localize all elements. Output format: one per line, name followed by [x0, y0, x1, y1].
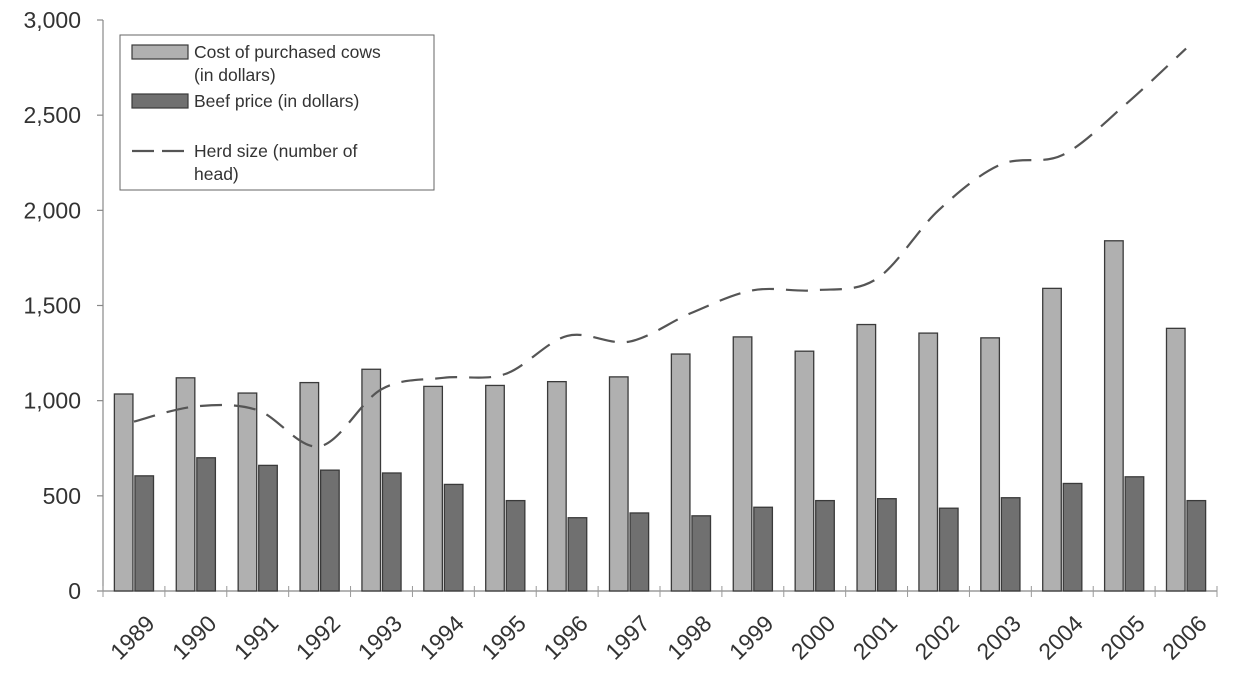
legend-label-herd-size-line2: head) [194, 164, 239, 184]
bar-cost-of-cows [918, 332, 939, 592]
bars [113, 240, 1207, 592]
bar-cost-of-cows [608, 376, 629, 592]
bar-cost-of-cows [423, 385, 444, 592]
x-tick-label: 2003 [971, 610, 1026, 665]
x-tick-label: 1998 [662, 610, 717, 665]
y-tick-label: 2,000 [23, 197, 81, 223]
x-tick-label: 1997 [600, 610, 655, 665]
bar-beef-price [815, 499, 835, 592]
bar-cost-of-cows [980, 337, 1001, 592]
bar-beef-price [1062, 482, 1083, 592]
y-tick-label: 1,500 [23, 293, 81, 319]
x-tick-label: 1990 [167, 610, 222, 665]
bar-beef-price [691, 515, 712, 592]
x-tick-label: 1995 [476, 610, 531, 665]
y-tick-label: 1,000 [23, 388, 81, 414]
bar-cost-of-cows [732, 336, 753, 592]
y-tick-label: 500 [43, 483, 81, 509]
bar-cost-of-cows [1103, 240, 1124, 592]
bar-beef-price [1124, 476, 1145, 592]
x-tick-label: 1992 [291, 610, 346, 665]
herd-size-line-group [133, 47, 1187, 448]
bar-beef-price [753, 506, 774, 592]
legend: Cost of purchased cows (in dollars) Beef p… [119, 34, 435, 191]
bar-cost-of-cows [546, 380, 567, 592]
bar-cost-of-cows [1165, 327, 1186, 592]
bar-cost-of-cows [299, 381, 320, 592]
x-tick-label: 2004 [1033, 610, 1088, 665]
x-tick-label: 2006 [1157, 610, 1212, 665]
bar-beef-price [443, 483, 464, 592]
bar-cost-of-cows [1042, 287, 1062, 592]
bar-beef-price [567, 517, 588, 592]
x-tick-label: 1996 [538, 610, 593, 665]
x-tick-label: 1999 [724, 610, 779, 665]
bar-beef-price [258, 464, 278, 592]
bar-cost-of-cows [670, 353, 691, 592]
bar-cost-of-cows [856, 323, 877, 592]
y-tick-label: 3,000 [23, 7, 81, 33]
x-tick-label: 2000 [786, 610, 841, 665]
legend-swatch-cost-of-cows [131, 44, 189, 60]
x-tick-label: 1989 [105, 610, 160, 665]
bar-beef-price [319, 469, 340, 592]
bar-cost-of-cows [485, 384, 505, 592]
legend-label-herd-size-line1: Herd size (number of [194, 141, 358, 161]
axes [97, 19, 1218, 597]
legend-label-cost-of-cows-line2: (in dollars) [194, 65, 276, 85]
bar-beef-price [629, 512, 650, 592]
bar-beef-price [876, 498, 897, 592]
bar-beef-price [505, 499, 526, 592]
x-tick-label: 2005 [1095, 610, 1150, 665]
bar-cost-of-cows [175, 377, 196, 592]
bar-cost-of-cows [361, 368, 382, 592]
bar-cost-of-cows [237, 392, 258, 592]
bar-cost-of-cows [113, 393, 134, 592]
bar-beef-price [938, 507, 959, 592]
herd-size-line [133, 47, 1187, 448]
bar-beef-price [134, 475, 155, 592]
x-tick-label: 1994 [414, 610, 469, 665]
x-tick-label: 2001 [848, 610, 903, 665]
x-tick-label: 1991 [229, 610, 284, 665]
legend-box [119, 34, 435, 191]
bar-beef-price [1000, 497, 1021, 592]
bar-beef-price [381, 472, 402, 592]
x-tick-label: 1993 [353, 610, 408, 665]
y-tick-label: 2,500 [23, 102, 81, 128]
y-tick-label: 0 [68, 578, 81, 604]
bar-beef-price [196, 457, 217, 592]
legend-label-cost-of-cows-line1: Cost of purchased cows [194, 42, 381, 62]
legend-label-beef-price: Beef price (in dollars) [194, 91, 359, 111]
x-tick-label: 2002 [910, 610, 965, 665]
bar-beef-price [1186, 499, 1207, 592]
bar-cost-of-cows [794, 350, 815, 592]
legend-swatch-beef-price [131, 93, 189, 109]
